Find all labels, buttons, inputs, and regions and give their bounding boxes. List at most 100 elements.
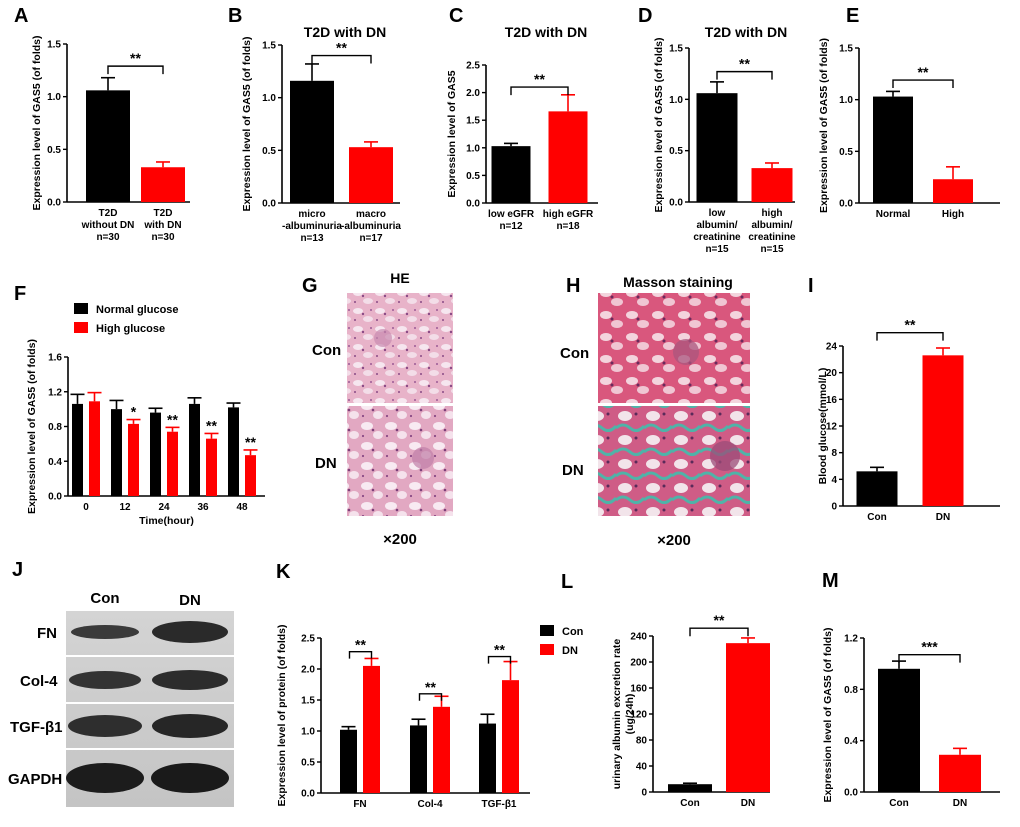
y-tick-label: 0.8	[48, 422, 62, 433]
significance-bracket	[689, 627, 749, 637]
x-tick-label: FN	[353, 799, 366, 810]
legend-swatch	[540, 644, 554, 655]
y-axis-label: Expression level of GAS5 (of folds)	[818, 38, 830, 213]
chart-f: F 0.0 0.4 0.8 1.2 1.6 Expression level of GAS5…	[14, 283, 265, 527]
y-axis-label: Expression level of GAS5 (of folds)	[31, 35, 43, 210]
x-tick-label: DN	[953, 798, 967, 809]
bar	[502, 680, 519, 793]
chart-e: E 0.0 0.5 1.0 1.5 Expression level of GAS5 (o…	[818, 5, 1000, 220]
y-tick-label: 24	[826, 342, 838, 353]
bar	[491, 146, 531, 203]
x-tick-label: DN	[936, 512, 950, 523]
panel-letter: B	[228, 5, 242, 27]
y-tick-label: 0.5	[669, 146, 683, 157]
panel-letter: E	[846, 5, 859, 27]
bar	[349, 147, 393, 203]
significance-bracket	[348, 650, 373, 659]
y-axis-label: urinary albumin excretion rate	[611, 639, 623, 790]
blot-row-label-tgf: TGF-β1	[10, 719, 63, 736]
bar	[128, 423, 139, 496]
x-tick-label: low eGFR	[488, 209, 535, 220]
masson-glomerulus-con	[673, 339, 699, 365]
he-glomerulus-con	[374, 329, 392, 347]
chart-title: T2D with DN	[505, 24, 587, 40]
x-tick-label: 48	[236, 502, 248, 513]
blot-band-col4-con	[69, 671, 141, 689]
x-tick-label: TGF-β1	[482, 799, 517, 810]
y-tick-label: 0	[831, 502, 837, 513]
y-tick-label: 0.0	[301, 789, 315, 800]
chart-l: L 0 40 80 120 160 200 240 urinary albumin excret…	[561, 571, 770, 809]
chart-a: A 0.0 0.5 1.0 1.5 Expression level of GAS5 (o…	[14, 5, 190, 243]
y-tick-label: 1.6	[48, 353, 62, 364]
y-tick-label: 1.5	[262, 41, 276, 52]
y-tick-label: 160	[630, 684, 647, 695]
y-tick-label: 0.0	[839, 199, 853, 210]
bar	[111, 409, 122, 496]
y-axis-label: Expression level of GAS5 (of folds)	[653, 37, 665, 212]
y-tick-label: 0.5	[47, 145, 61, 156]
masson-glomerulus-dn	[710, 441, 740, 471]
y-axis-label: Blood glucose(mmol/L)	[817, 368, 829, 485]
y-tick-label: 0.8	[844, 685, 858, 696]
x-tick-label: n=15	[705, 244, 729, 255]
y-tick-label: 0.0	[48, 492, 62, 503]
bar	[696, 93, 738, 202]
x-tick-label: Col-4	[418, 799, 443, 810]
y-tick-label: 1.5	[47, 40, 61, 51]
y-tick-label: 0.5	[466, 171, 480, 182]
y-tick-label: 16	[826, 395, 838, 406]
significance-marker: ***	[921, 639, 938, 655]
y-tick-label: 1.0	[669, 95, 683, 106]
chart-c: C T2D with DN 0.0 0.5 1.0 1.5 2.0 2.5 Expression…	[446, 5, 598, 232]
bar	[245, 455, 256, 496]
blot-band-fn-con	[71, 625, 139, 639]
blot-band-gapdh-dn	[151, 763, 229, 793]
x-axis-label: Time(hour)	[139, 515, 194, 527]
significance-marker: **	[534, 71, 545, 87]
significance-marker: **	[905, 317, 916, 333]
y-axis-label: Expression level of GAS5	[446, 70, 458, 197]
y-tick-label: 1.5	[669, 44, 683, 55]
bar	[206, 438, 217, 496]
x-tick-label: DN	[741, 798, 755, 809]
y-tick-label: 1.5	[301, 696, 315, 707]
y-tick-label: 200	[630, 658, 647, 669]
bar	[922, 355, 964, 506]
y-axis-label: (ug/24h)	[624, 694, 636, 735]
legend-swatch	[74, 322, 88, 333]
significance-marker: **	[918, 64, 929, 80]
panel-j-western-blot: J Con DN FN Col-4 TGF-β1 GAPDH	[8, 559, 234, 807]
y-tick-label: 40	[636, 762, 648, 773]
x-tick-label: high	[761, 208, 782, 219]
y-tick-label: 0.5	[262, 146, 276, 157]
y-tick-label: 1.0	[301, 727, 315, 738]
y-tick-label: 80	[636, 736, 648, 747]
significance-marker: **	[714, 612, 725, 628]
panel-letter: L	[561, 571, 573, 593]
x-tick-label: without DN	[81, 220, 135, 231]
x-tick-label: T2D	[154, 208, 173, 219]
bar	[933, 179, 973, 203]
bar	[939, 754, 981, 792]
bar	[726, 643, 770, 792]
y-tick-label: 240	[630, 632, 647, 643]
bar	[167, 431, 178, 496]
panel-h-masson: H Masson staining Con DN ×200	[560, 274, 750, 549]
y-tick-label: 0.4	[48, 457, 62, 468]
x-tick-label: albumin/	[751, 220, 792, 231]
significance-marker: **	[739, 56, 750, 72]
masson-title: Masson staining	[623, 274, 733, 290]
y-tick-label: 1.0	[839, 95, 853, 106]
x-tick-label: n=15	[760, 244, 784, 255]
chart-b: B T2D with DN 0.0 0.5 1.0 1.5 Expression level…	[228, 5, 401, 244]
y-tick-label: 0.0	[47, 198, 61, 209]
blot-band-tgf-con	[68, 715, 142, 737]
x-tick-label: Con	[680, 798, 699, 809]
x-tick-label: Con	[867, 512, 886, 523]
significance-bracket	[311, 54, 372, 64]
bar	[856, 471, 898, 506]
x-tick-label: n=13	[300, 233, 324, 244]
bar	[89, 401, 100, 496]
